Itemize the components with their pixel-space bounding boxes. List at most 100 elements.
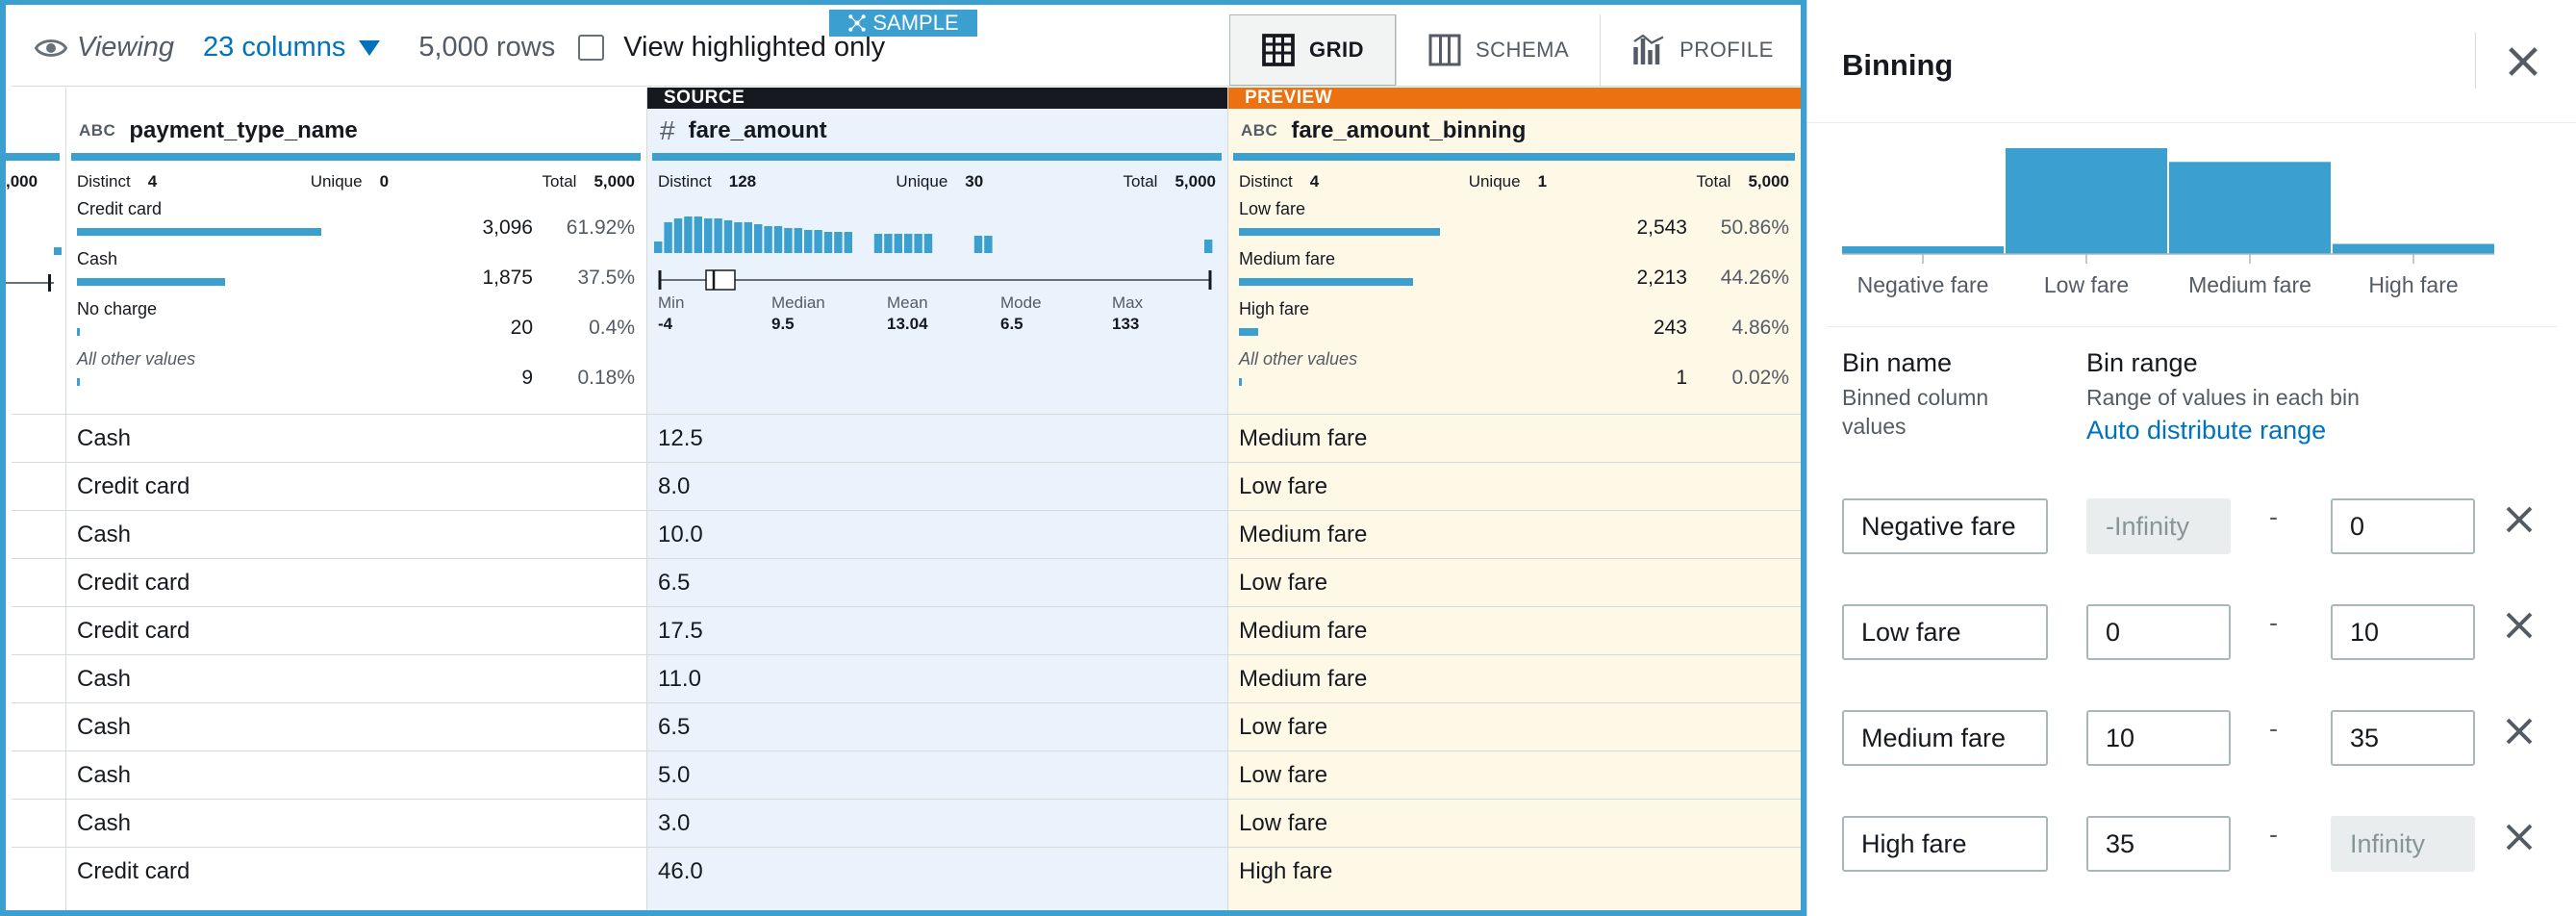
cell-payment-type[interactable]: Credit card <box>77 618 190 644</box>
table-row[interactable]: Credit card 8.0 Low fare <box>12 462 1801 510</box>
table-row[interactable]: Cash 10.0 Medium fare <box>12 510 1801 558</box>
cell-fare-amount[interactable]: 12.5 <box>658 425 703 451</box>
cell-payment-type[interactable]: Cash <box>77 522 132 547</box>
column-title: # fare_amount <box>646 109 1227 153</box>
remove-bin-icon[interactable] <box>2502 608 2537 643</box>
table-row[interactable]: Credit card 6.5 Low fare <box>12 558 1801 606</box>
value-entry[interactable]: All other values 9 0.18% <box>65 342 646 392</box>
cell-fare-bin[interactable]: Low fare <box>1239 762 1328 788</box>
cell-fare-amount[interactable]: 3.0 <box>658 810 691 836</box>
cell-payment-type[interactable]: Cash <box>77 666 132 692</box>
stat-label: Median <box>771 293 825 312</box>
value-entry[interactable]: High fare 243 4.86% <box>1227 292 1801 342</box>
bin-tick-label: High fare <box>2368 272 2458 297</box>
cell-fare-bin[interactable]: High fare <box>1239 858 1333 884</box>
cell-payment-type[interactable]: Credit card <box>77 473 190 499</box>
bin-bar[interactable] <box>2006 148 2167 254</box>
cell-payment-type[interactable]: Credit card <box>77 858 190 884</box>
bin-range-to-input[interactable]: 35 <box>2331 710 2475 766</box>
cell-payment-type[interactable]: Cash <box>77 762 132 788</box>
cell-fare-amount[interactable]: 11.0 <box>658 666 701 692</box>
bin-range-description: Range of values in each bin <box>2086 385 2360 410</box>
tab-grid[interactable]: GRID <box>1229 14 1396 86</box>
value-bar <box>1239 328 1258 336</box>
table-row[interactable]: Cash 6.5 Low fare <box>12 702 1801 751</box>
tab-schema[interactable]: SCHEMA <box>1396 14 1600 86</box>
bin-range-to-input[interactable]: 10 <box>2331 604 2475 660</box>
cell-fare-amount[interactable]: 46.0 <box>658 858 703 884</box>
cell-fare-amount[interactable]: 6.5 <box>658 570 691 596</box>
bin-name-input[interactable]: Low fare <box>1842 604 2048 660</box>
cell-fare-amount[interactable]: 17.5 <box>658 618 703 644</box>
bin-range-to-input[interactable]: 0 <box>2331 498 2475 554</box>
stat-mean: Mean 13.04 <box>887 293 928 334</box>
bin-name-input[interactable]: Medium fare <box>1842 710 2048 766</box>
bin-range-from-input[interactable]: 35 <box>2086 816 2231 872</box>
value-entry[interactable]: Credit card 3,096 61.92% <box>65 191 646 242</box>
bin-name-input[interactable]: Negative fare <box>1842 498 2048 554</box>
binning-histogram: Negative fare Low fare Medium fare High far… <box>1827 125 2558 327</box>
cell-fare-bin[interactable]: Low fare <box>1239 570 1328 596</box>
sample-icon <box>848 14 867 32</box>
bin-bar[interactable] <box>1842 246 2004 254</box>
remove-bin-icon[interactable] <box>2502 502 2537 537</box>
close-icon[interactable] <box>2504 42 2542 81</box>
highlight-checkbox[interactable] <box>578 35 605 61</box>
cell-payment-type[interactable]: Credit card <box>77 570 190 596</box>
value-name: All other values <box>1239 349 1358 369</box>
cell-fare-bin[interactable]: Low fare <box>1239 810 1328 836</box>
table-row[interactable]: Cash 11.0 Medium fare <box>12 654 1801 702</box>
table-row[interactable]: Cash 5.0 Low fare <box>12 751 1801 799</box>
tab-profile[interactable]: PROFILE <box>1600 14 1801 86</box>
column-title: ABC payment_type_name <box>65 109 646 153</box>
cell-fare-bin[interactable]: Medium fare <box>1239 618 1368 644</box>
bin-bar[interactable] <box>2333 243 2494 254</box>
table-row[interactable]: Cash 12.5 Medium fare <box>12 414 1801 462</box>
value-entry[interactable]: No charge 20 0.4% <box>65 292 646 342</box>
cell-fare-bin[interactable]: Low fare <box>1239 473 1328 499</box>
auto-distribute-range-link[interactable]: Auto distribute range <box>2086 416 2327 445</box>
bin-range-from-input[interactable]: 0 <box>2086 604 2231 660</box>
cell-fare-amount[interactable]: 10.0 <box>658 522 703 547</box>
value-entry[interactable]: Cash 1,875 37.5% <box>65 242 646 292</box>
cell-fare-bin[interactable]: Medium fare <box>1239 522 1368 547</box>
columns-dropdown[interactable]: 23 columns <box>203 32 381 64</box>
bin-bar[interactable] <box>2169 162 2331 254</box>
cell-payment-type[interactable]: Cash <box>77 714 132 740</box>
stat-value: 6.5 <box>1000 315 1023 333</box>
value-name: Credit card <box>77 199 163 218</box>
cell-fare-amount[interactable]: 6.5 <box>658 714 691 740</box>
unique-label: Unique <box>896 172 948 191</box>
bin-name-input[interactable]: High fare <box>1842 816 2048 872</box>
remove-bin-icon[interactable] <box>2502 820 2537 854</box>
cell-fare-amount[interactable]: 8.0 <box>658 473 691 499</box>
remove-bin-icon[interactable] <box>2502 714 2537 749</box>
total-value: 5,000 <box>1174 172 1216 191</box>
table-row[interactable]: Cash 3.0 Low fare <box>12 799 1801 847</box>
histogram-bar <box>773 226 783 253</box>
stat-label: Mode <box>1000 293 1042 312</box>
cell-fare-bin[interactable]: Low fare <box>1239 714 1328 740</box>
bin-range-from-input[interactable]: 10 <box>2086 710 2231 766</box>
table-row[interactable]: Credit card 17.5 Medium fare <box>12 606 1801 654</box>
cell-fare-amount[interactable]: 5.0 <box>658 762 691 788</box>
column-quality-bar <box>1233 153 1795 161</box>
value-entry[interactable]: Low fare 2,543 50.86% <box>1227 191 1801 242</box>
table-row[interactable]: Credit card 46.0 High fare <box>12 847 1801 895</box>
cell-fare-bin[interactable]: Medium fare <box>1239 425 1368 451</box>
histogram-bar <box>884 234 893 253</box>
histogram-bar <box>723 220 733 253</box>
column-stats: Distinct 4 Unique 0 Total 5,000 <box>65 161 646 191</box>
histogram-bar <box>654 242 663 253</box>
column-header-fare-amount-binning[interactable]: PREVIEW ABC fare_amount_binning Distinct… <box>1227 88 1801 415</box>
cell-payment-type[interactable]: Cash <box>77 810 132 836</box>
preview-banner: PREVIEW <box>1227 88 1801 109</box>
column-header-payment-type-name[interactable]: ABC payment_type_name Distinct 4 Unique 0 … <box>65 88 646 415</box>
column-header-fare-amount[interactable]: SOURCE # fare_amount Distinct 128 Unique 3… <box>646 88 1227 415</box>
value-entry[interactable]: All other values 1 0.02% <box>1227 342 1801 392</box>
cell-fare-bin[interactable]: Medium fare <box>1239 666 1368 692</box>
cell-payment-type[interactable]: Cash <box>77 425 132 451</box>
histogram-bar <box>734 222 743 253</box>
value-entry[interactable]: Medium fare 2,213 44.26% <box>1227 242 1801 292</box>
binning-panel: Binning Negative fare Low fare Medium fare… <box>1806 0 2576 916</box>
